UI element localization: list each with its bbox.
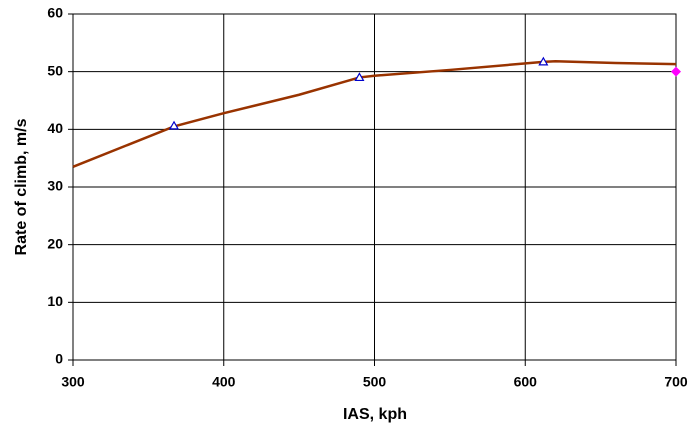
x-tick-label: 300 xyxy=(61,374,85,390)
triangle-marker xyxy=(168,120,180,130)
y-tick-label: 10 xyxy=(47,293,63,309)
x-tick-label: 600 xyxy=(514,374,538,390)
triangle-marker xyxy=(354,72,365,82)
y-tick-label: 40 xyxy=(47,120,63,136)
triangle-marker xyxy=(538,56,549,66)
y-tick-label: 0 xyxy=(55,351,63,367)
y-tick-label: 30 xyxy=(47,178,63,194)
y-tick-label: 60 xyxy=(47,5,63,21)
y-tick-label: 50 xyxy=(47,62,63,78)
x-tick-label: 700 xyxy=(664,374,688,390)
diamond-marker xyxy=(671,66,681,77)
x-tick-label: 500 xyxy=(363,374,387,390)
series-line xyxy=(72,60,677,168)
x-axis-label: IAS, kph xyxy=(343,406,407,423)
x-tick-label: 400 xyxy=(212,374,236,390)
y-axis-label: Rate of climb, m/s xyxy=(13,118,30,255)
y-tick-label: 20 xyxy=(47,235,63,251)
